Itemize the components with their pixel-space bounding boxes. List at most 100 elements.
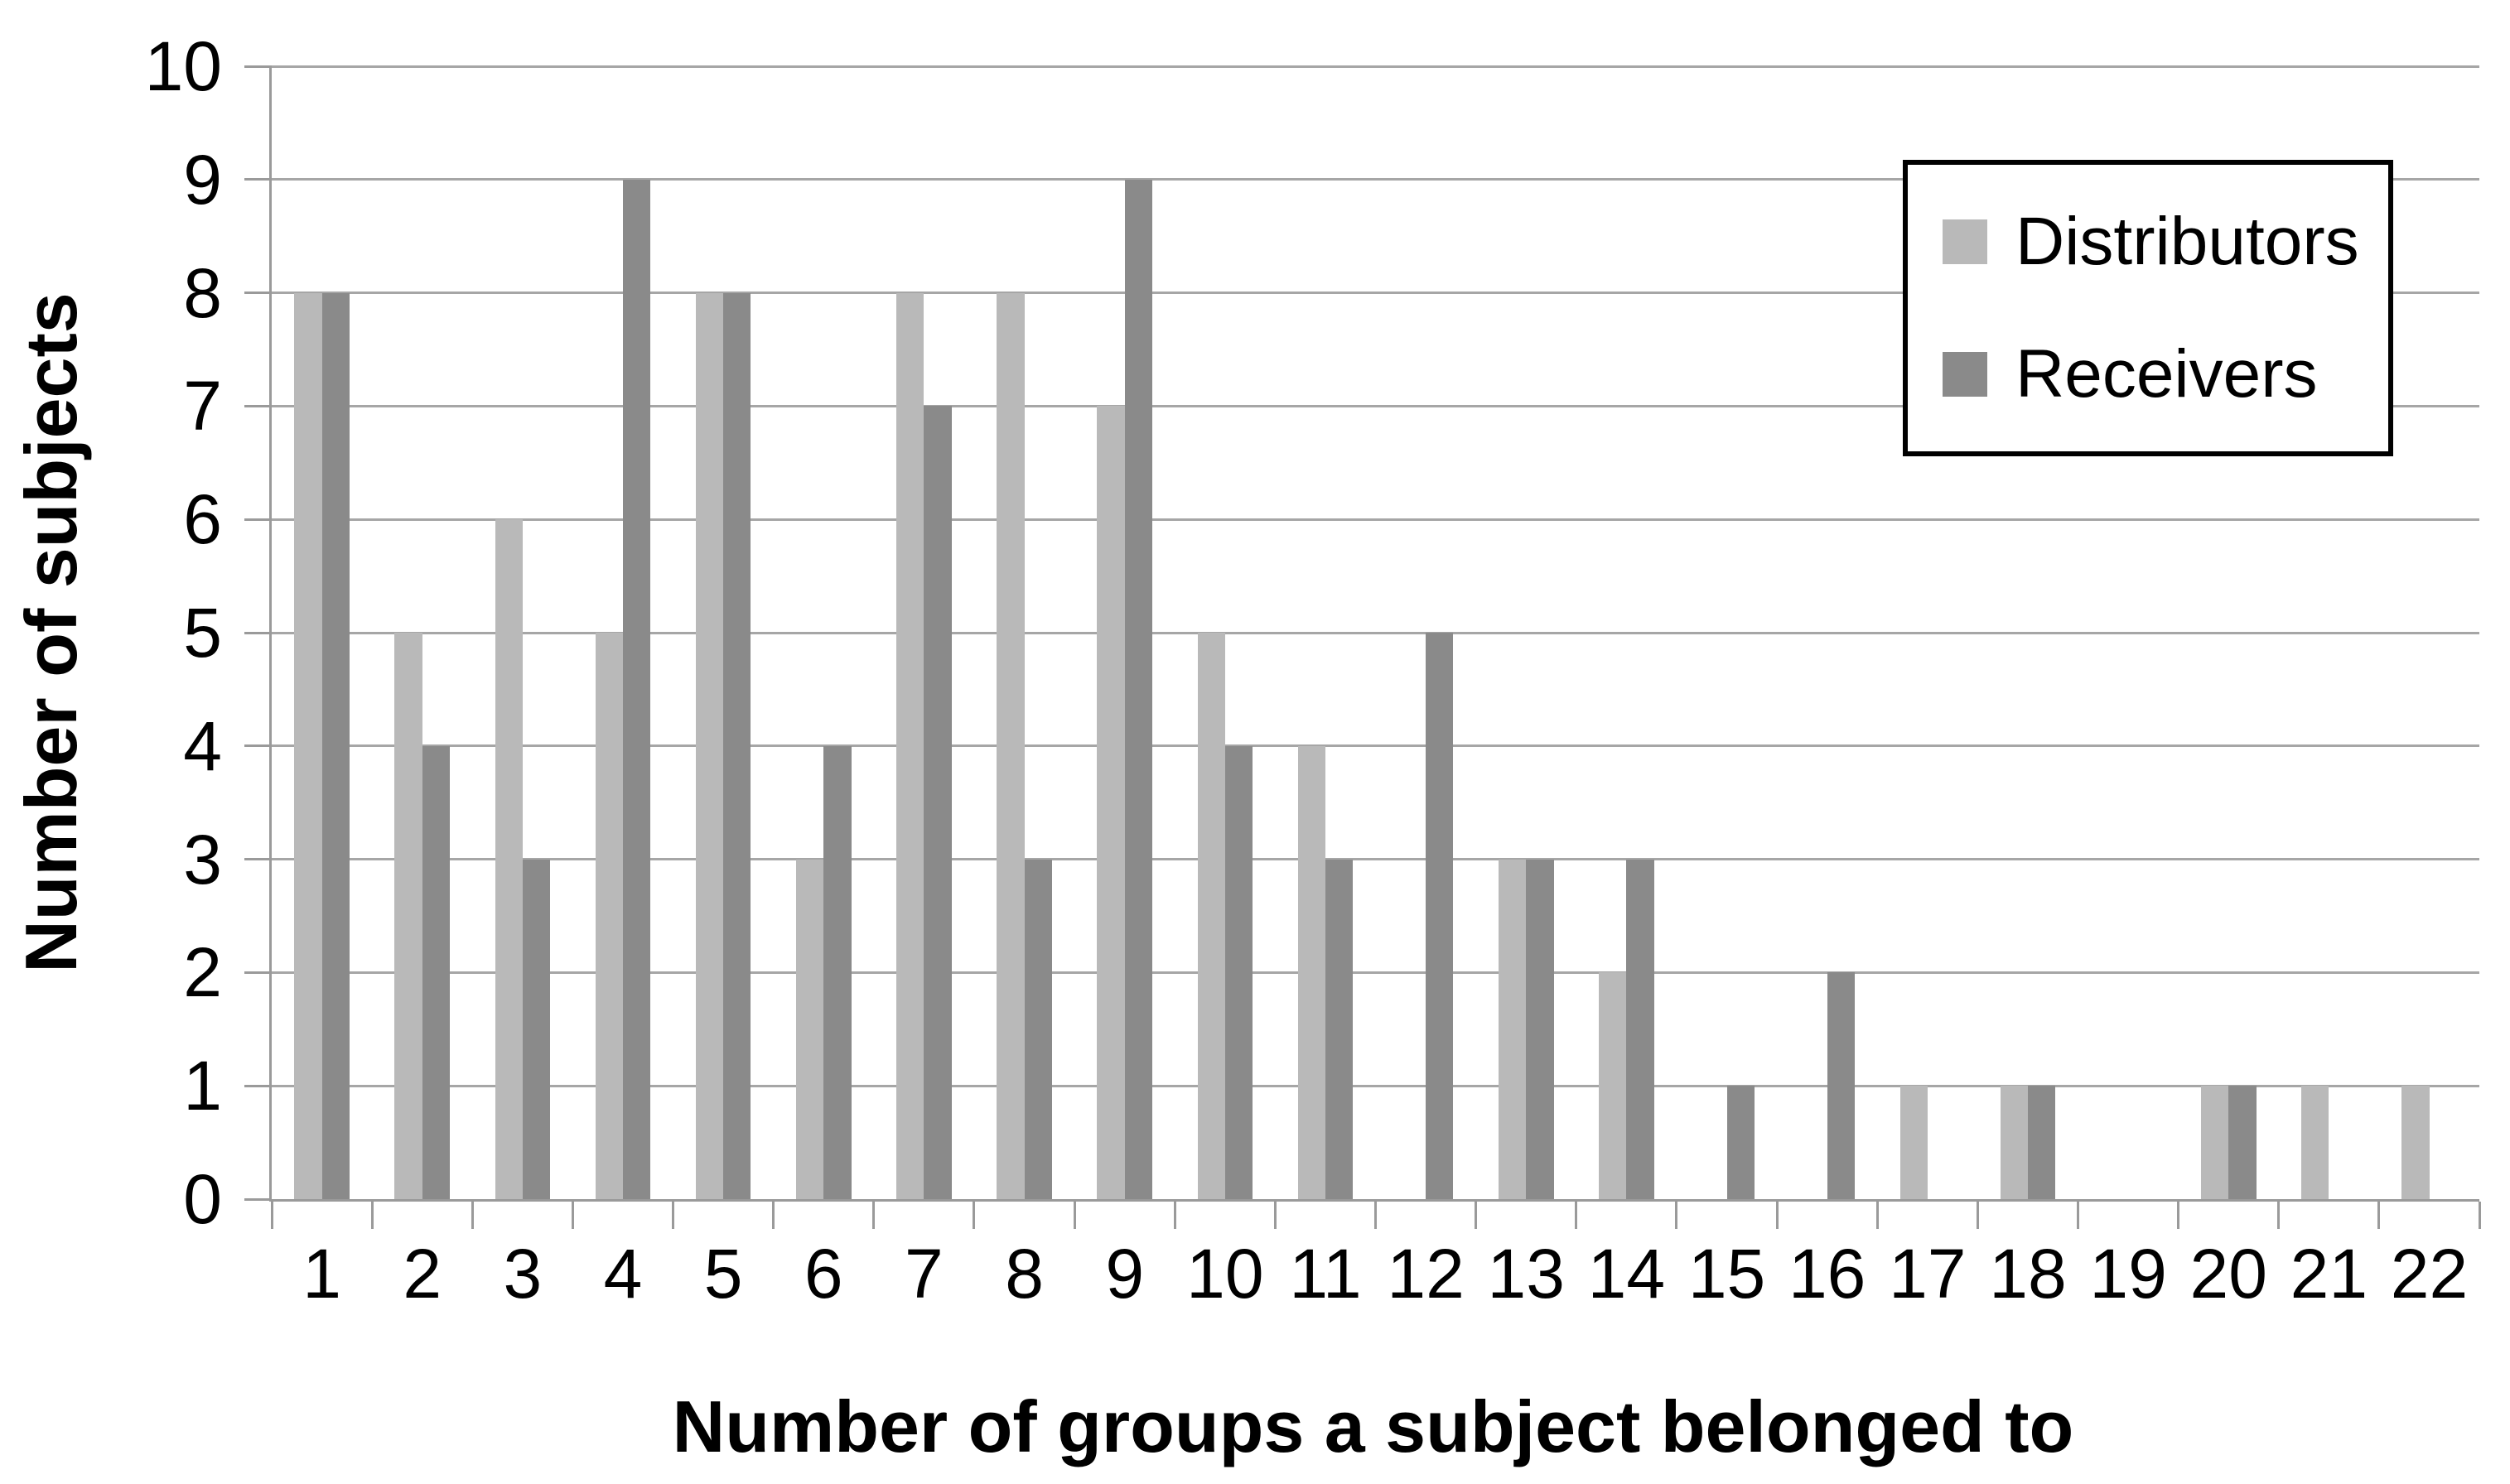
gridline xyxy=(272,178,2479,181)
x-tick-label: 16 xyxy=(1788,1235,1866,1313)
x-axis-tick xyxy=(370,1202,374,1229)
bar-group-17: 17 xyxy=(1877,66,1977,1308)
bar-group-1: 1 xyxy=(272,66,372,1308)
x-axis-tick xyxy=(973,1202,976,1229)
distributors-bar xyxy=(695,292,724,1199)
y-axis-tick xyxy=(244,1084,272,1087)
y-axis-tick xyxy=(244,1197,272,1201)
gridline xyxy=(272,1084,2479,1087)
receivers-bar xyxy=(1024,859,1052,1199)
distributors-bar xyxy=(294,292,322,1199)
bar-group-12: 12 xyxy=(1376,66,1476,1308)
receivers-bar xyxy=(1224,745,1253,1199)
y-tick-label: 4 xyxy=(183,706,222,785)
receivers-bar xyxy=(1426,633,1454,1199)
bar-group-14: 14 xyxy=(1576,66,1677,1308)
x-axis-tick xyxy=(1273,1202,1277,1229)
receivers-bar xyxy=(1726,1086,1755,1199)
distributors-bar xyxy=(2200,1086,2229,1199)
receivers-bar xyxy=(422,745,451,1199)
x-axis-tick xyxy=(1976,1202,1979,1229)
y-tick-label: 1 xyxy=(183,1047,222,1125)
legend-label-distributors: Distributors xyxy=(2015,204,2359,279)
x-tick-label: 21 xyxy=(2290,1235,2368,1313)
plot-area: 0 1 2 3 4 5 6 7 8 9 10 1 2 3 4 5 6 7 8 9 10 11 12 13 14 15 16 17 18 1… xyxy=(145,31,2481,1308)
x-tick-label: 17 xyxy=(1889,1235,1967,1313)
x-tick-label: 11 xyxy=(1289,1235,1362,1313)
x-tick-label: 22 xyxy=(2390,1235,2469,1313)
bar-group-5: 5 xyxy=(673,66,774,1308)
x-axis-tick xyxy=(1374,1202,1377,1229)
x-axis-tick xyxy=(2277,1202,2281,1229)
y-axis-tick xyxy=(244,744,272,748)
receivers-bar xyxy=(2228,1086,2257,1199)
x-axis-tick xyxy=(1173,1202,1176,1229)
y-axis-tick xyxy=(244,971,272,974)
distributors-bar xyxy=(2000,1086,2028,1199)
x-axis-tick xyxy=(571,1202,574,1229)
distributors-bar xyxy=(795,859,824,1199)
x-axis-tick xyxy=(1073,1202,1076,1229)
legend-item-distributors: Distributors xyxy=(1943,208,2372,276)
x-tick-label: 1 xyxy=(302,1235,341,1313)
legend-label-receivers: Receivers xyxy=(2015,336,2318,412)
receivers-bar xyxy=(1626,859,1654,1199)
y-axis-tick xyxy=(244,65,272,68)
x-axis-tick xyxy=(872,1202,876,1229)
x-tick-label: 10 xyxy=(1186,1235,1264,1313)
bar-group-8: 8 xyxy=(974,66,1074,1308)
x-axis-title: Number of groups a subject belonged to xyxy=(672,1385,2074,1467)
x-tick-label: 2 xyxy=(403,1235,442,1313)
bar-group-7: 7 xyxy=(874,66,974,1308)
receivers-bar xyxy=(823,745,852,1199)
x-axis-tick xyxy=(1875,1202,1879,1229)
receivers-bar xyxy=(723,292,751,1199)
gridline xyxy=(272,292,2479,295)
receivers-bar xyxy=(924,406,952,1199)
distributors-bar xyxy=(495,519,523,1199)
bar-group-10: 10 xyxy=(1175,66,1275,1308)
x-tick-label: 3 xyxy=(503,1235,543,1313)
y-axis-tick xyxy=(244,292,272,295)
gridline xyxy=(272,65,2479,68)
x-axis-tick xyxy=(1675,1202,1678,1229)
x-axis-tick xyxy=(772,1202,775,1229)
x-tick-label: 13 xyxy=(1487,1235,1565,1313)
receivers-bar xyxy=(2027,1086,2056,1199)
x-axis-tick xyxy=(2076,1202,2079,1229)
distributors-bar xyxy=(997,292,1025,1199)
receivers-bar xyxy=(1124,179,1152,1199)
x-tick-label: 15 xyxy=(1687,1235,1766,1313)
bar-group-6: 6 xyxy=(774,66,874,1308)
x-axis-tick xyxy=(2377,1202,2381,1229)
x-axis-tick xyxy=(270,1202,273,1229)
gridline xyxy=(272,744,2479,748)
x-tick-label: 14 xyxy=(1587,1235,1666,1313)
y-tick-label: 7 xyxy=(183,367,222,446)
y-tick-label: 9 xyxy=(183,140,222,219)
bar-groups: 1 2 3 4 5 6 7 8 9 10 11 12 13 14 15 16 17 18 19 20 21 22 xyxy=(272,66,2479,1308)
receivers-swatch-icon xyxy=(1943,352,1987,397)
distributors-bar xyxy=(1097,406,1125,1199)
x-tick-label: 18 xyxy=(1989,1235,2067,1313)
bar-group-9: 9 xyxy=(1074,66,1175,1308)
y-tick-label: 10 xyxy=(144,27,222,105)
y-axis-tick xyxy=(244,404,272,407)
gridline xyxy=(272,404,2479,407)
distributors-bar xyxy=(1297,745,1325,1199)
distributors-bar xyxy=(1599,972,1627,1199)
x-axis-tick xyxy=(1775,1202,1779,1229)
x-tick-label: 9 xyxy=(1105,1235,1145,1313)
y-axis-tick xyxy=(244,631,272,634)
legend-item-receivers: Receivers xyxy=(1943,340,2372,408)
bar-group-22: 22 xyxy=(2379,66,2479,1308)
distributors-bar xyxy=(1498,859,1527,1199)
bar-group-13: 13 xyxy=(1476,66,1576,1308)
gridline xyxy=(272,631,2479,634)
x-tick-label: 6 xyxy=(804,1235,843,1313)
y-tick-label: 5 xyxy=(183,594,222,672)
receivers-bar xyxy=(1827,972,1855,1199)
distributors-bar xyxy=(2401,1086,2430,1199)
legend: Distributors Receivers xyxy=(1903,160,2393,456)
x-axis-tick xyxy=(2177,1202,2180,1229)
